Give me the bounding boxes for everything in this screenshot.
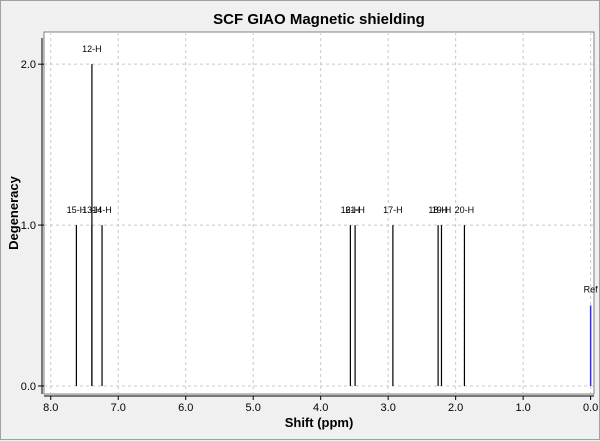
x-tick-label: 3.0 — [381, 402, 396, 414]
peak-label: 14-H — [92, 205, 112, 215]
x-tick-label: 7.0 — [111, 402, 126, 414]
peak-label: 20-H — [455, 205, 475, 215]
x-tick-label: 6.0 — [178, 402, 193, 414]
axes: 8.0 7.0 6.0 5.0 4.0 3.0 2.0 1.0 0.0 0.0 1.0 2.0 — [21, 38, 598, 414]
y-axis-label: Degeneracy — [6, 175, 21, 249]
peak-label: 21-H — [345, 205, 365, 215]
peak-label: 15-H — [67, 205, 87, 215]
x-tick-label: 5.0 — [246, 402, 261, 414]
grid-lines — [44, 32, 594, 394]
chart-title: SCF GIAO Magnetic shielding — [213, 11, 425, 28]
x-tick-label: 8.0 — [43, 402, 58, 414]
x-tick-label: 1.0 — [515, 402, 530, 414]
plot-area — [43, 31, 595, 395]
x-tick-label: 4.0 — [313, 402, 328, 414]
x-axis-label: Shift (ppm) — [285, 415, 354, 430]
x-tick-label: 0.0 — [583, 402, 598, 414]
peak-label: 17-H — [383, 205, 403, 215]
peak-label: 18-H — [428, 205, 448, 215]
y-tick-label: 2.0 — [21, 59, 36, 71]
peak-label: 16-H — [341, 205, 361, 215]
x-tick-label: 2.0 — [448, 402, 463, 414]
y-tick-label: 1.0 — [21, 220, 36, 232]
peak-label: 19-H — [432, 205, 452, 215]
y-tick-label: 0.0 — [21, 381, 36, 393]
peak-label: 12-H — [82, 44, 102, 54]
reference-label: Ref — [584, 285, 599, 295]
peaks: 15-H13-H12-H14-H 16-H21-H 17-H 18-H19-H 20-H… — [67, 44, 598, 386]
